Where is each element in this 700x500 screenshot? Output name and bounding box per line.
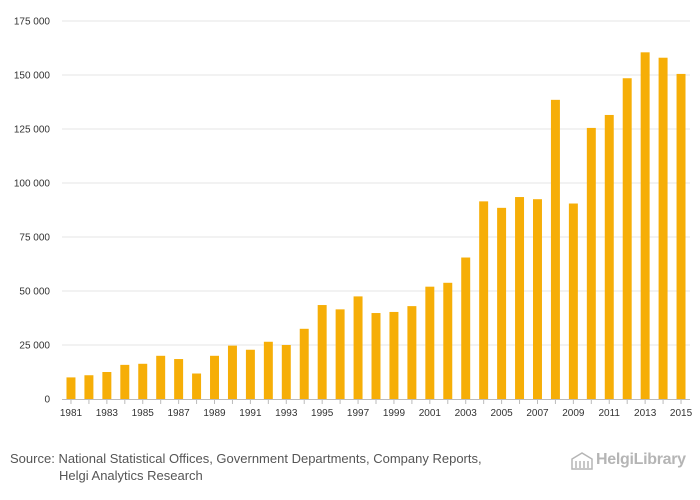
bars <box>66 52 686 400</box>
x-tick-label: 2001 <box>419 408 442 419</box>
x-tick-label: 2015 <box>670 408 693 419</box>
bar-2012 <box>622 78 632 400</box>
x-tick-label: 2007 <box>526 408 549 419</box>
bar-2002 <box>443 282 453 399</box>
x-tick-label: 2005 <box>490 408 513 419</box>
bar-1998 <box>371 313 381 399</box>
x-tick-label: 2009 <box>562 408 585 419</box>
bar-1982 <box>84 375 94 399</box>
x-tick-label: 1981 <box>60 408 83 419</box>
y-tick-label: 150 000 <box>14 71 51 82</box>
helgi-library-logo: HelgiLibrary <box>570 448 695 474</box>
library-building-icon <box>571 452 593 470</box>
bar-1999 <box>389 311 399 399</box>
bar-2011 <box>604 114 614 400</box>
bar-1996 <box>335 309 345 399</box>
bar-1985 <box>138 363 148 399</box>
source-note: Source: National Statistical Offices, Go… <box>10 450 550 484</box>
bar-1992 <box>263 341 273 399</box>
x-tick-label: 1987 <box>168 408 191 419</box>
bar-2000 <box>407 306 417 399</box>
bar-2014 <box>658 57 668 399</box>
bar-2008 <box>550 99 560 399</box>
bar-2013 <box>640 52 650 399</box>
x-tick-label: 1989 <box>203 408 226 419</box>
bar-2001 <box>425 286 435 399</box>
bar-1983 <box>102 372 112 399</box>
bar-1991 <box>245 349 255 399</box>
x-tick-label: 1993 <box>275 408 298 419</box>
bar-chart: 0 25 000 50 000 75 000 100 000 125 000 150 000… <box>14 17 693 420</box>
grid-lines <box>62 20 690 346</box>
y-tick-label: 50 000 <box>19 287 50 298</box>
bar-1988 <box>192 373 202 399</box>
bar-1984 <box>120 364 130 399</box>
x-tick-label: 2003 <box>455 408 478 419</box>
bar-2004 <box>479 201 489 399</box>
bar-2007 <box>533 199 542 399</box>
source-line-2: Helgi Analytics Research <box>59 468 203 483</box>
x-tick-label: 2013 <box>634 408 657 419</box>
y-tick-label: 125 000 <box>14 125 51 136</box>
bar-1993 <box>281 345 291 399</box>
logo-text: HelgiLibrary <box>596 451 686 468</box>
x-tick-label: 1991 <box>239 408 262 419</box>
y-axis-ticks: 0 25 000 50 000 75 000 100 000 125 000 150 000… <box>14 17 51 406</box>
y-tick-label: 0 <box>44 395 50 406</box>
bar-1994 <box>299 328 309 399</box>
bar-2005 <box>497 207 507 399</box>
y-tick-label: 75 000 <box>19 233 50 244</box>
bar-2009 <box>568 203 578 399</box>
x-tick-label: 1985 <box>132 408 155 419</box>
bar-1981 <box>66 377 76 399</box>
x-axis-ticks: 1981 1983 1985 1987 1989 1991 1993 1995 1997 1999… <box>60 399 693 419</box>
y-tick-label: 25 000 <box>19 341 50 352</box>
y-tick-label: 175 000 <box>14 17 51 28</box>
bar-2003 <box>461 257 471 399</box>
source-label: Source: <box>10 451 55 466</box>
bar-2006 <box>515 197 525 399</box>
source-line-1: National Statistical Offices, Government… <box>58 451 482 466</box>
x-tick-label: 1983 <box>96 408 119 419</box>
bar-1995 <box>317 305 327 399</box>
x-tick-label: 2011 <box>598 408 620 419</box>
bar-1990 <box>227 345 237 399</box>
x-tick-label: 1999 <box>383 408 406 419</box>
y-tick-label: 100 000 <box>14 179 51 190</box>
x-tick-label: 1997 <box>347 408 370 419</box>
x-tick-label: 1995 <box>311 408 334 419</box>
bar-1987 <box>174 359 184 399</box>
bar-1986 <box>156 355 166 399</box>
bar-1997 <box>353 296 363 399</box>
bar-2010 <box>586 127 596 400</box>
bar-2015 <box>676 73 686 400</box>
bar-1989 <box>210 355 219 399</box>
